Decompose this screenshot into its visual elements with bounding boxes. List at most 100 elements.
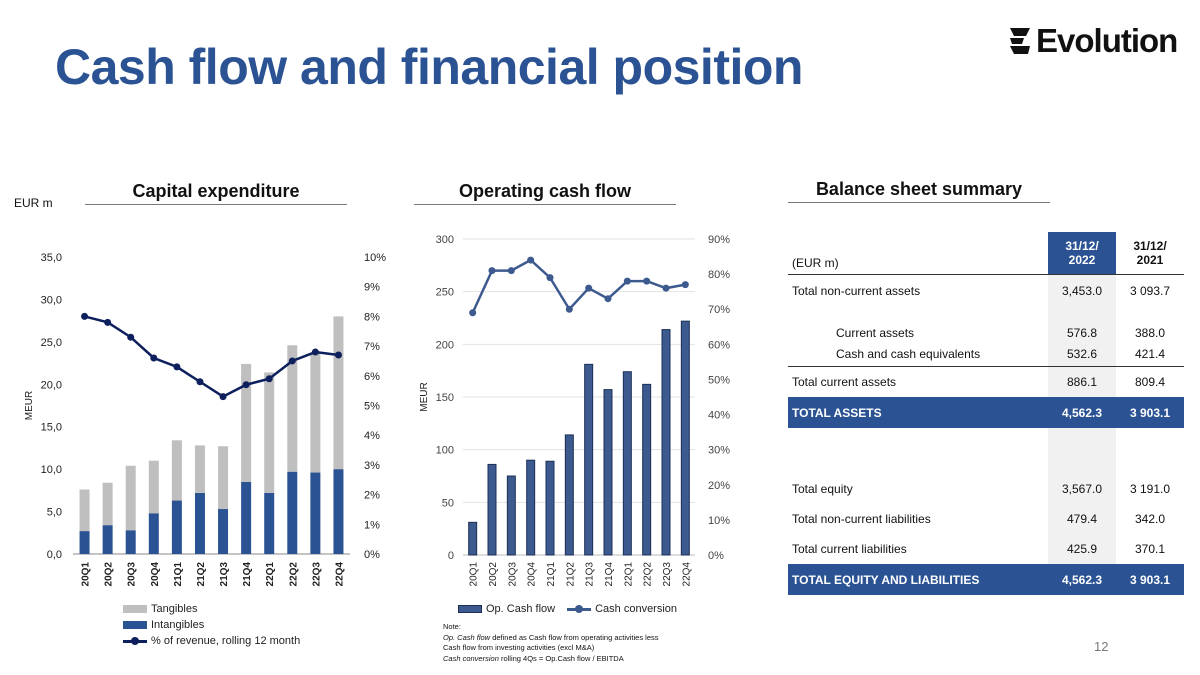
capex-y-tick-label: 35,0	[41, 252, 62, 264]
opcf-x-tick-label: 21Q1	[546, 562, 557, 587]
cash-conversion-swatch	[567, 604, 592, 613]
capex-bar-tangibles	[125, 465, 136, 531]
note-line-1: Op. Cash flow defined as Cash flow from …	[443, 633, 703, 644]
capex-pct-revenue-point	[265, 375, 273, 383]
capex-y-tick-label: 30,0	[41, 294, 62, 306]
bs-title: Balance sheet summary	[815, 179, 1023, 199]
bs-row: Total equity 3,567.0 3 191.0	[788, 473, 1184, 504]
note-line-3-rest: rolling 4Qs = Op.Cash flow / EBITDA	[498, 653, 624, 663]
capex-y2-tick-label: 10%	[364, 252, 386, 264]
capex-pct-revenue-point	[173, 363, 181, 371]
capex-bar-tangibles	[171, 440, 182, 501]
page-title: Cash flow and financial position	[55, 39, 803, 95]
legend-label-pct-revenue: % of revenue, rolling 12 month	[151, 635, 301, 647]
bs-row-label: Total non-current liabilities	[792, 512, 931, 526]
bs-row: Total non-current assets 3,453.0 3 093.7	[788, 274, 1184, 308]
capex-y2-tick-label: 8%	[364, 311, 380, 323]
bs-value-2022: 4,562.3	[1048, 397, 1116, 428]
opcf-title-underline	[414, 204, 676, 205]
capex-y2-tick-label: 0%	[364, 549, 380, 561]
capex-pct-revenue-point	[219, 393, 227, 401]
legend-item-pct-revenue: % of revenue, rolling 12 month	[123, 633, 300, 649]
capex-y2-tick-label: 2%	[364, 490, 380, 502]
capex-y2-tick-label: 3%	[364, 460, 380, 472]
tangibles-swatch	[123, 605, 147, 613]
opcf-bar	[584, 363, 594, 556]
opcf-bar	[622, 371, 632, 556]
opcf-x-tick-label: 20Q3	[507, 562, 518, 587]
capex-x-tick-label: 20Q2	[104, 562, 115, 587]
capex-x-tick-label: 22Q4	[334, 562, 345, 587]
capex-bar-tangibles	[218, 446, 229, 510]
opcf-y-tick-label: 150	[436, 392, 454, 404]
opcf-cash-conversion-point	[527, 256, 535, 264]
capex-x-tick-label: 22Q3	[311, 562, 322, 587]
opcf-y2-tick-label: 20%	[708, 480, 730, 492]
opcf-bar	[487, 463, 497, 556]
capex-bar-intangibles	[310, 472, 321, 554]
opcf-title: Operating cash flow	[458, 181, 632, 201]
capex-pct-revenue-point	[81, 312, 89, 320]
opcf-y2-tick-label: 10%	[708, 515, 730, 527]
opcf-x-tick-label: 22Q3	[662, 562, 673, 587]
bs-title-underline	[788, 202, 1050, 203]
opcf-bar	[661, 329, 671, 556]
opcf-y2-tick-label: 0%	[708, 550, 724, 562]
capex-y-tick-label: 25,0	[41, 337, 62, 349]
bs-value-2021: 421.4	[1116, 342, 1184, 367]
opcf-cash-conversion-point	[662, 284, 670, 292]
bs-value-2021: 3 903.1	[1116, 397, 1184, 428]
bs-value-2021: 342.0	[1134, 512, 1166, 526]
bs-row-label: TOTAL ASSETS	[788, 397, 1048, 428]
capex-y2-tick-label: 7%	[364, 341, 380, 353]
bs-value-2022: 479.4	[1048, 504, 1116, 534]
opcf-y-tick-label: 250	[436, 287, 454, 299]
capex-pct-revenue-point	[288, 357, 296, 365]
balance-sheet-table: (EUR m) 31/12/ 2022 31/12/ 2021 Total no…	[788, 232, 1184, 595]
bs-row-label: Current assets	[836, 326, 915, 340]
capex-bar-intangibles	[241, 481, 252, 554]
capex-bar-tangibles	[194, 445, 205, 493]
opcf-bar	[545, 460, 555, 556]
legend-label-op-cash-flow: Op. Cash flow	[486, 603, 556, 615]
capex-bar-tangibles	[287, 345, 298, 472]
opcf-y2-tick-label: 30%	[708, 445, 730, 457]
opcf-cash-conversion-point	[681, 281, 689, 289]
capex-bar-tangibles	[310, 352, 321, 473]
capex-bar-intangibles	[79, 531, 90, 554]
opcf-y-tick-label: 100	[436, 445, 454, 457]
bs-header-row: (EUR m) 31/12/ 2022 31/12/ 2021	[788, 232, 1184, 275]
capex-bar-intangibles	[194, 492, 205, 554]
capex-x-tick-label: 21Q2	[196, 562, 207, 587]
bs-row-label: Total current liabilities	[792, 542, 907, 556]
capex-bar-intangibles	[171, 500, 182, 554]
bs-value-2022: 576.8	[1048, 308, 1116, 342]
opcf-x-tick-label: 20Q2	[488, 562, 499, 587]
capex-bar-tangibles	[79, 489, 90, 532]
capex-bar-tangibles	[241, 363, 252, 482]
bs-value-2022: 3,453.0	[1048, 274, 1116, 308]
capex-y-tick-label: 20,0	[41, 379, 62, 391]
capex-y-tick-label: 5,0	[47, 507, 62, 519]
bs-value-2022: 425.9	[1048, 534, 1116, 564]
opcf-cash-conversion-point	[507, 267, 515, 275]
note-cash-conversion-term: Cash conversion	[443, 653, 499, 663]
capex-bar-intangibles	[102, 525, 113, 554]
capex-legend: Tangibles Intangibles % of revenue, roll…	[123, 601, 300, 649]
capex-y2-tick-label: 1%	[364, 519, 380, 531]
opcf-x-tick-label: 21Q3	[585, 562, 596, 587]
opcf-cash-conversion-point	[585, 284, 593, 292]
opcf-x-tick-label: 22Q4	[681, 562, 692, 587]
bs-value-2021: 809.4	[1134, 374, 1166, 389]
capex-y2-tick-label: 6%	[364, 371, 380, 383]
capex-chart: 0,0 5,0 10,0 15,0 20,0 25,0 30,0 35,0 0% 1% 2% 3% 4%…	[24, 252, 386, 587]
capex-y-tick-label: 10,0	[41, 464, 62, 476]
opcf-bar	[680, 320, 690, 556]
capex-bar-tangibles	[333, 316, 344, 470]
capex-title-underline	[85, 204, 347, 205]
bs-row-label: Total current assets	[792, 374, 897, 389]
legend-item-cash-conversion: Cash conversion	[567, 601, 677, 617]
capex-bar-intangibles	[333, 469, 344, 554]
bs-row: Total non-current liabilities 479.4 342.…	[788, 504, 1184, 534]
bs-col-2021: 31/12/ 2021	[1116, 232, 1184, 275]
